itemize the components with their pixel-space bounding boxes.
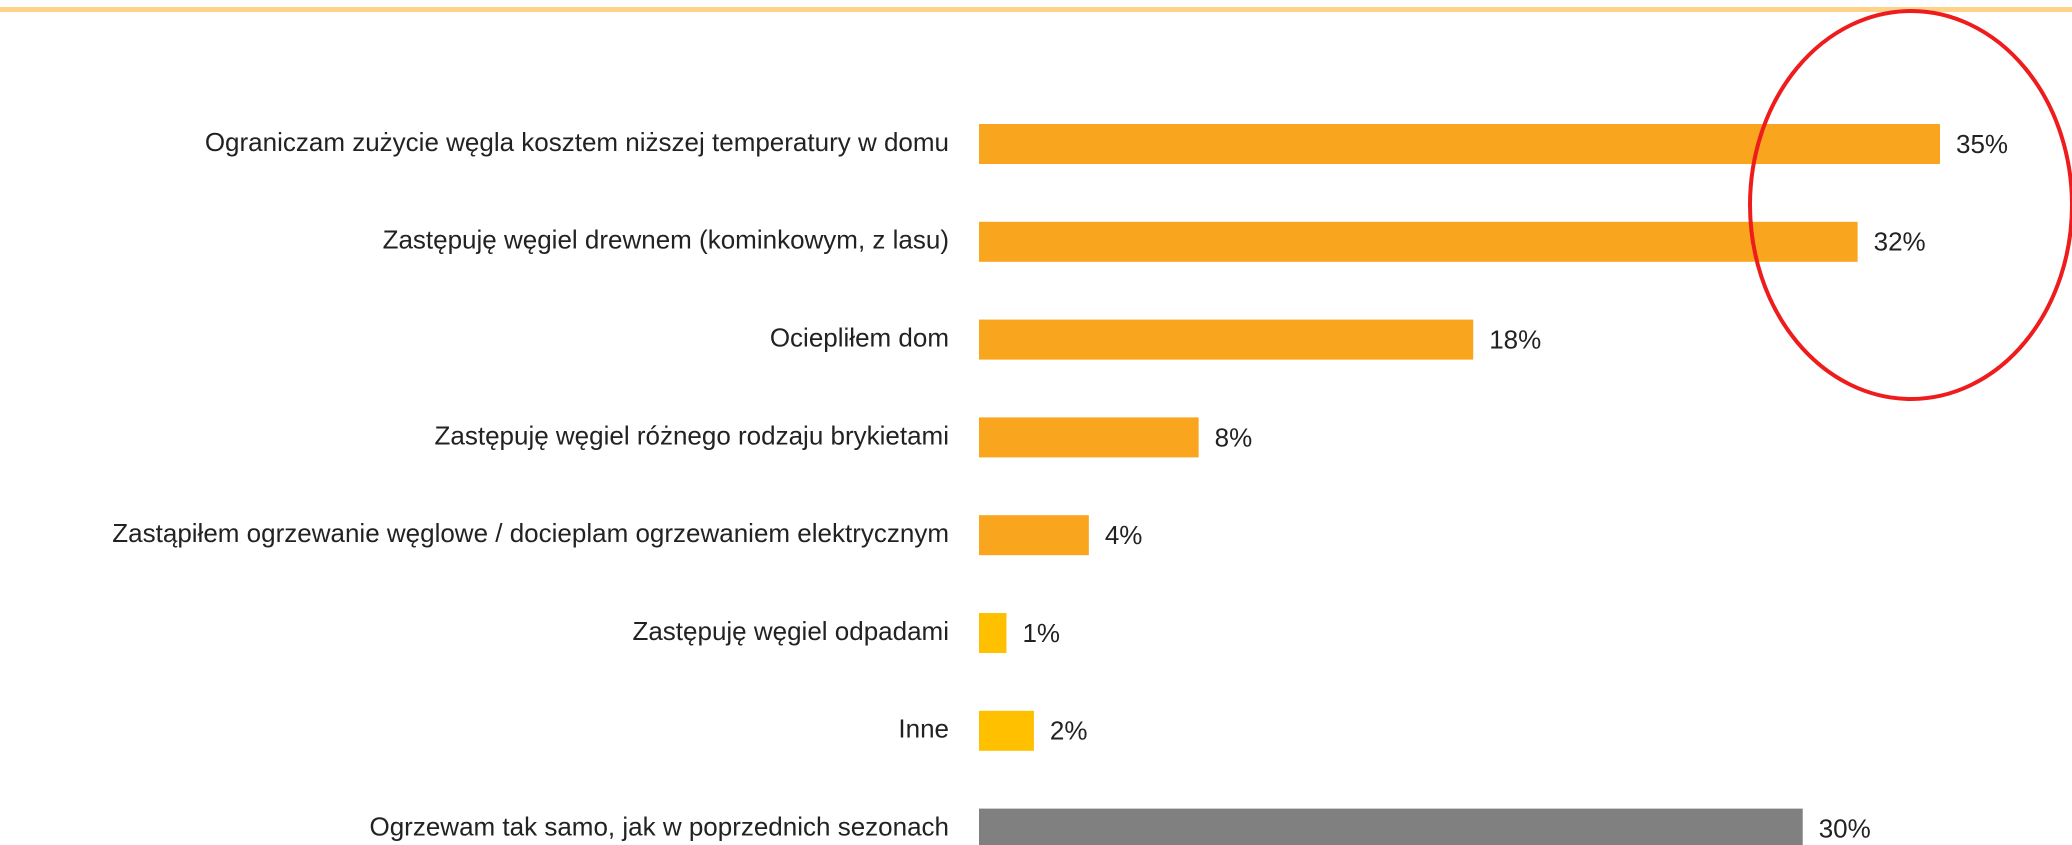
bar: [979, 124, 1940, 164]
value-label: 35%: [1956, 129, 2008, 159]
category-label: Zastąpiłem ogrzewanie węglowe / dociepla…: [112, 518, 949, 548]
value-label: 8%: [1215, 422, 1253, 452]
category-label: Zastępuję węgiel odpadami: [632, 616, 949, 646]
value-label: 32%: [1874, 227, 1926, 257]
bar: [979, 221, 1858, 262]
category-label: Inne: [898, 714, 949, 744]
category-label: Zastępuję węgiel drewnem (kominkowym, z …: [383, 225, 949, 255]
bar: [979, 319, 1474, 360]
category-label: Ograniczam zużycie węgla kosztem niższej…: [205, 127, 949, 157]
value-label: 4%: [1105, 520, 1143, 550]
category-label: Zastępuję węgiel różnego rodzaju brykiet…: [435, 420, 950, 450]
value-label: 2%: [1050, 716, 1088, 746]
value-label: 30%: [1819, 813, 1871, 843]
bar: [979, 417, 1199, 458]
category-label: Ogrzewam tak samo, jak w poprzednich sez…: [370, 811, 950, 841]
top-rule: [0, 7, 2072, 12]
bar: [979, 613, 1007, 653]
bar: [979, 710, 1034, 751]
highlight-ellipse: [1748, 9, 2072, 401]
bar: [979, 515, 1089, 556]
category-label: Ociepliłem dom: [770, 322, 949, 352]
value-label: 18%: [1489, 324, 1541, 354]
bar: [979, 808, 1803, 845]
value-label: 1%: [1022, 618, 1060, 648]
